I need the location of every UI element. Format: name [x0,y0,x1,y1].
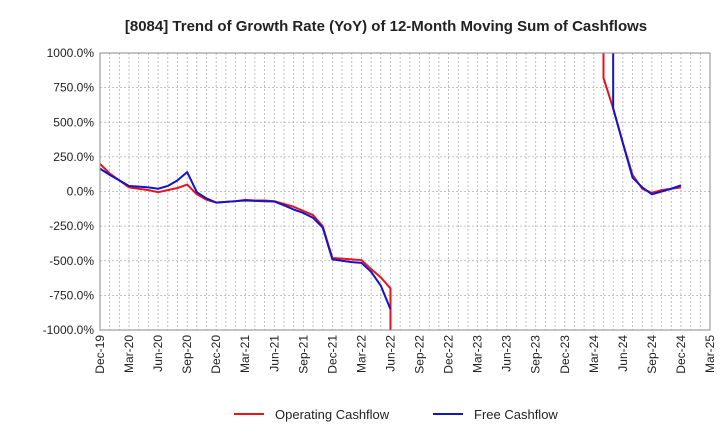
x-tick-label: Dec-23 [558,335,572,374]
x-tick-label: Sep-20 [180,335,194,374]
series-line-free-cashflow [612,53,682,196]
y-tick-label: 750.0% [53,81,94,95]
x-tick-label: Jun-23 [500,335,514,372]
x-tick-label: Sep-24 [645,335,659,374]
x-tick-label: Dec-19 [93,335,107,374]
legend-label-free-cashflow: Free Cashflow [474,407,558,422]
series-line-free-cashflow [100,167,392,310]
x-tick-label: Dec-20 [209,335,223,374]
x-axis-ticks: Dec-19 Mar-20 Jun-20 Sep-20 Dec-20 Mar-21 Jun-… [93,335,717,374]
x-tick-label: Dec-21 [325,335,339,374]
grid [100,52,710,331]
x-tick-label: Sep-23 [529,335,543,374]
y-tick-label: -500.0% [49,254,94,268]
legend: Operating Cashflow Free Cashflow [234,407,558,422]
x-tick-label: Dec-22 [442,335,456,374]
y-tick-label: 250.0% [53,150,94,164]
x-tick-label: Jun-22 [383,335,397,372]
y-axis-ticks: 1000.0% 750.0% 500.0% 250.0% 0.0% -250.0% -500… [43,46,95,337]
y-tick-label: 500.0% [53,115,94,129]
x-tick-label: Mar-22 [354,335,368,373]
x-tick-label: Dec-24 [674,335,688,374]
x-tick-label: Sep-21 [296,335,310,374]
x-tick-label: Mar-20 [122,335,136,373]
x-tick-label: Sep-22 [413,335,427,374]
y-tick-label: -250.0% [49,219,94,233]
x-tick-label: Jun-24 [616,335,630,372]
y-tick-label: 0.0% [67,185,95,199]
y-tick-label: -1000.0% [43,323,95,337]
x-tick-label: Mar-23 [471,335,485,373]
y-tick-label: -750.0% [49,288,94,302]
series-lines [100,53,682,330]
plot-frame [99,52,711,331]
legend-label-operating-cashflow: Operating Cashflow [275,407,390,422]
x-tick-label: Mar-21 [238,335,252,373]
x-tick-label: Mar-25 [703,335,717,373]
x-tick-label: Jun-20 [151,335,165,372]
chart-title: [8084] Trend of Growth Rate (YoY) of 12-… [125,18,647,35]
y-tick-label: 1000.0% [47,46,95,60]
x-tick-label: Jun-21 [267,335,281,372]
x-tick-label: Mar-24 [587,335,601,373]
